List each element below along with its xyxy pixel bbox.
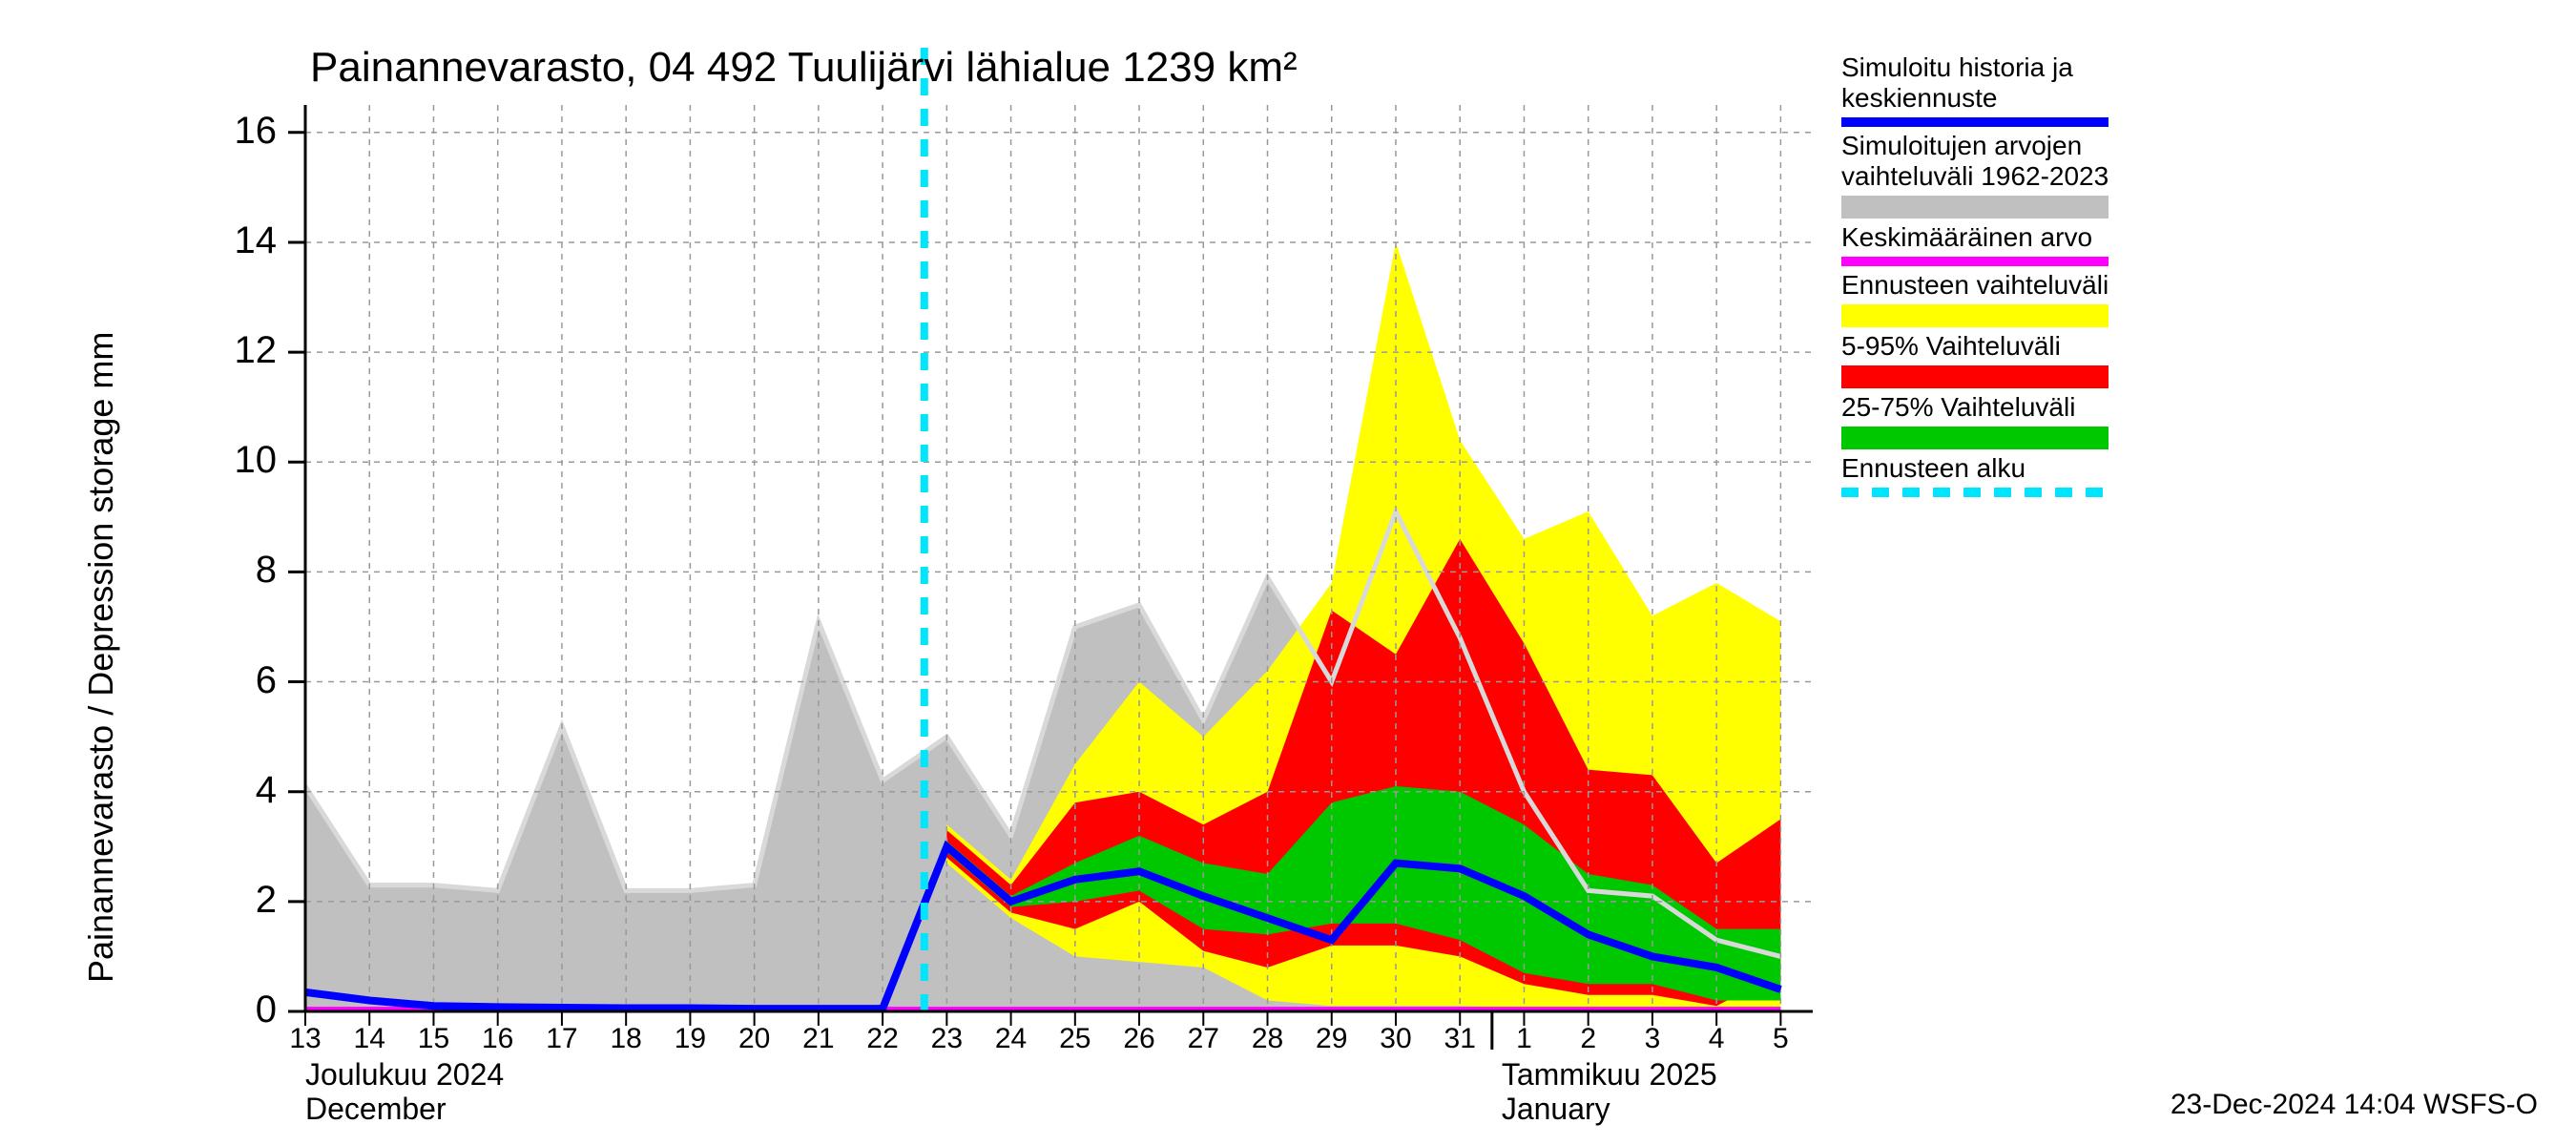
legend-item: Keskimääräinen arvo [1841,222,2109,266]
x-tick-label: 3 [1645,1023,1661,1055]
x-tick-label: 21 [802,1023,834,1055]
legend-swatch [1841,488,2109,497]
x-tick-label: 4 [1709,1023,1725,1055]
legend-text: vaihteluväli 1962-2023 [1841,161,2109,192]
legend-swatch [1841,427,2109,449]
x-tick-label: 23 [931,1023,963,1055]
chart-title: Painannevarasto, 04 492 Tuulijärvi lähia… [310,44,1298,92]
y-tick-label: 14 [200,219,277,262]
legend: Simuloitu historia jakeskiennusteSimuloi… [1841,52,2109,501]
y-tick-label: 8 [200,549,277,592]
legend-swatch [1841,196,2109,219]
x-tick-label: 13 [289,1023,321,1055]
y-tick-label: 2 [200,879,277,922]
legend-item: 25-75% Vaihteluväli [1841,392,2109,449]
x-tick-label: 14 [354,1023,385,1055]
month-label-right-top: Tammikuu 2025 [1502,1057,1717,1093]
x-tick-label: 1 [1516,1023,1532,1055]
y-tick-label: 6 [200,659,277,702]
y-tick-label: 10 [200,439,277,482]
x-tick-label: 22 [866,1023,898,1055]
legend-item: Simuloitujen arvojenvaihteluväli 1962-20… [1841,131,2109,219]
x-tick-label: 30 [1380,1023,1411,1055]
x-tick-label: 20 [738,1023,770,1055]
x-tick-label: 17 [546,1023,577,1055]
legend-swatch [1841,117,2109,127]
legend-swatch [1841,304,2109,327]
month-label-left-top: Joulukuu 2024 [305,1057,504,1093]
legend-text: Keskimääräinen arvo [1841,222,2109,253]
x-tick-label: 16 [482,1023,513,1055]
y-tick-label: 16 [200,110,277,153]
legend-item: 5-95% Vaihteluväli [1841,331,2109,388]
chart-footer: 23-Dec-2024 14:04 WSFS-O [2171,1089,2538,1121]
legend-item: Ennusteen vaihteluväli [1841,270,2109,327]
x-tick-label: 25 [1059,1023,1091,1055]
legend-swatch [1841,365,2109,388]
x-tick-label: 24 [995,1023,1027,1055]
legend-text: 5-95% Vaihteluväli [1841,331,2109,362]
legend-item: Ennusteen alku [1841,453,2109,497]
x-tick-label: 15 [418,1023,449,1055]
y-axis-label: Painannevarasto / Depression storage mm [81,332,121,983]
legend-text: keskiennuste [1841,83,2109,114]
y-tick-label: 0 [200,989,277,1031]
month-label-right-bottom: January [1502,1092,1610,1127]
x-tick-label: 29 [1316,1023,1347,1055]
legend-text: Ennusteen vaihteluväli [1841,270,2109,301]
y-tick-label: 12 [200,329,277,372]
y-tick-label: 4 [200,769,277,812]
x-tick-label: 26 [1123,1023,1154,1055]
x-tick-label: 27 [1188,1023,1219,1055]
legend-text: Ennusteen alku [1841,453,2109,484]
x-tick-label: 2 [1580,1023,1596,1055]
legend-swatch [1841,257,2109,266]
x-tick-label: 28 [1252,1023,1283,1055]
month-label-left-bottom: December [305,1092,447,1127]
x-tick-label: 5 [1773,1023,1789,1055]
x-tick-label: 31 [1444,1023,1476,1055]
x-tick-label: 18 [610,1023,641,1055]
legend-text: Simuloitu historia ja [1841,52,2109,83]
x-tick-label: 19 [675,1023,706,1055]
legend-text: 25-75% Vaihteluväli [1841,392,2109,423]
legend-item: Simuloitu historia jakeskiennuste [1841,52,2109,127]
legend-text: Simuloitujen arvojen [1841,131,2109,161]
